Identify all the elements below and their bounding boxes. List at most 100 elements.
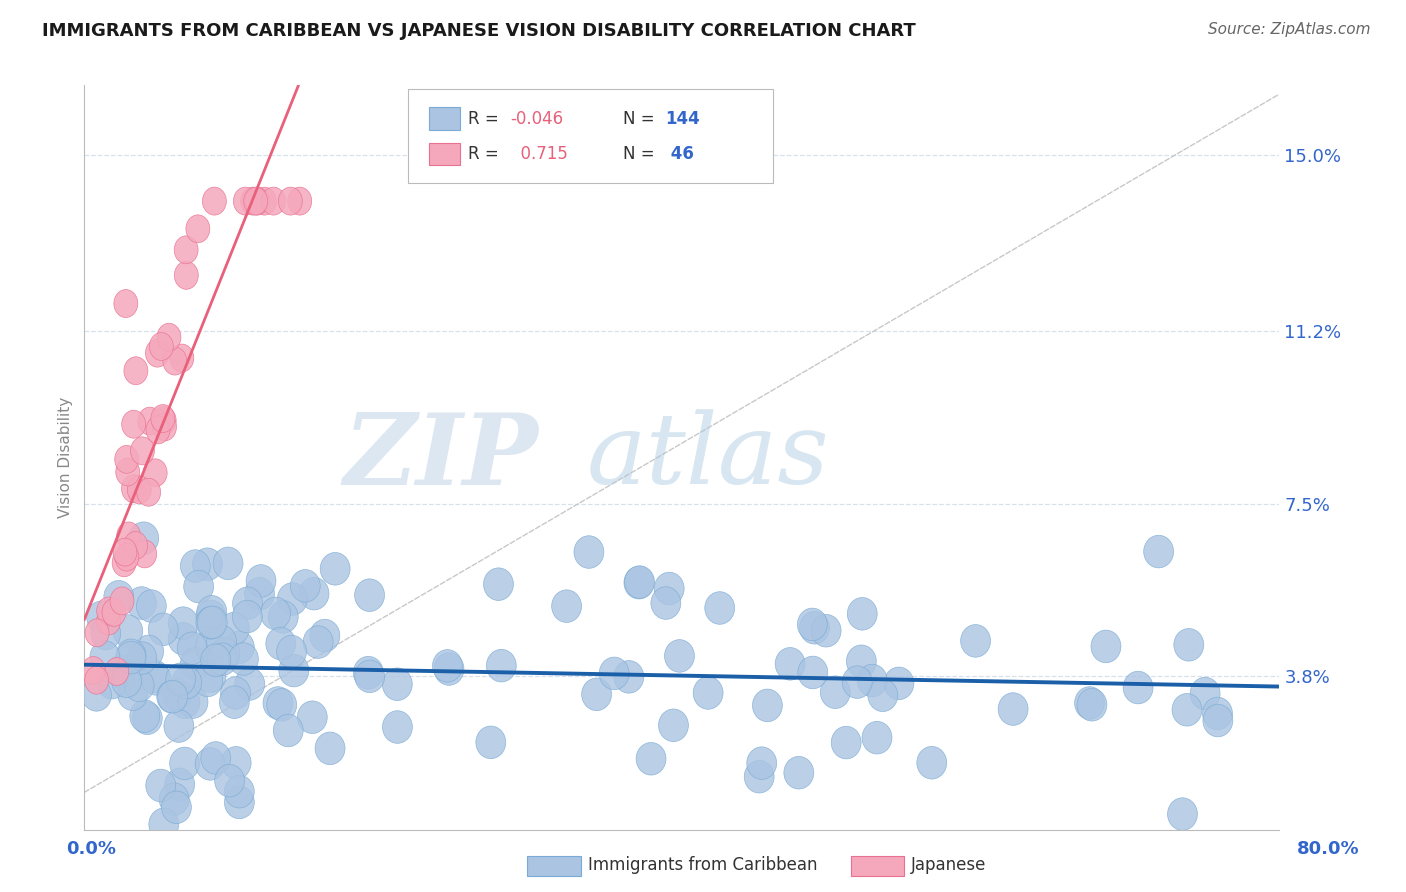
Text: Source: ZipAtlas.com: Source: ZipAtlas.com (1208, 22, 1371, 37)
Ellipse shape (232, 600, 263, 632)
Ellipse shape (868, 679, 897, 712)
Ellipse shape (97, 597, 121, 625)
Ellipse shape (221, 747, 252, 779)
Ellipse shape (232, 587, 263, 620)
Text: atlas: atlas (586, 409, 830, 505)
Ellipse shape (775, 648, 806, 680)
Text: N =: N = (623, 145, 659, 163)
Ellipse shape (1167, 797, 1198, 830)
Ellipse shape (117, 641, 146, 674)
Ellipse shape (112, 615, 142, 648)
Ellipse shape (299, 577, 329, 610)
Ellipse shape (162, 791, 191, 823)
Ellipse shape (858, 665, 887, 697)
Ellipse shape (433, 649, 463, 682)
Ellipse shape (112, 538, 136, 566)
Ellipse shape (354, 660, 385, 692)
Ellipse shape (172, 666, 201, 698)
Ellipse shape (184, 570, 214, 603)
Ellipse shape (262, 187, 285, 215)
Ellipse shape (159, 783, 188, 815)
Ellipse shape (884, 667, 914, 699)
Ellipse shape (484, 568, 513, 600)
Ellipse shape (842, 665, 872, 698)
Ellipse shape (170, 747, 200, 780)
Ellipse shape (225, 631, 254, 664)
Ellipse shape (846, 645, 876, 678)
Ellipse shape (486, 649, 516, 682)
Text: R =: R = (468, 145, 505, 163)
Ellipse shape (960, 624, 990, 657)
Ellipse shape (115, 458, 139, 486)
Ellipse shape (636, 742, 666, 775)
Ellipse shape (233, 187, 257, 215)
Ellipse shape (146, 769, 176, 802)
Ellipse shape (354, 579, 384, 612)
Ellipse shape (114, 290, 138, 318)
Ellipse shape (86, 619, 110, 647)
Ellipse shape (121, 475, 145, 502)
Ellipse shape (170, 686, 200, 718)
Ellipse shape (219, 686, 249, 718)
Ellipse shape (266, 627, 295, 660)
Ellipse shape (149, 333, 173, 360)
Ellipse shape (1123, 672, 1153, 704)
Ellipse shape (209, 638, 240, 670)
Ellipse shape (744, 760, 775, 793)
Ellipse shape (214, 547, 243, 580)
Ellipse shape (157, 681, 187, 713)
Ellipse shape (321, 552, 350, 585)
Ellipse shape (1077, 689, 1107, 721)
Text: -0.046: -0.046 (510, 110, 564, 128)
Ellipse shape (150, 405, 174, 433)
Y-axis label: Vision Disability: Vision Disability (58, 397, 73, 517)
Ellipse shape (207, 625, 236, 657)
Ellipse shape (1091, 630, 1121, 663)
Ellipse shape (245, 187, 269, 215)
Ellipse shape (201, 741, 231, 774)
Ellipse shape (97, 607, 121, 635)
Ellipse shape (124, 357, 148, 384)
Text: IMMIGRANTS FROM CARIBBEAN VS JAPANESE VISION DISABILITY CORRELATION CHART: IMMIGRANTS FROM CARIBBEAN VS JAPANESE VI… (42, 22, 915, 40)
Ellipse shape (665, 640, 695, 673)
Ellipse shape (752, 690, 782, 722)
Ellipse shape (157, 323, 181, 351)
Ellipse shape (917, 747, 946, 779)
Ellipse shape (654, 573, 685, 605)
Ellipse shape (1143, 535, 1174, 568)
Ellipse shape (297, 701, 328, 733)
Ellipse shape (246, 565, 276, 598)
Ellipse shape (129, 700, 160, 732)
Ellipse shape (136, 478, 160, 506)
Ellipse shape (599, 657, 628, 690)
Ellipse shape (193, 665, 222, 697)
Text: 144: 144 (665, 110, 700, 128)
Ellipse shape (148, 613, 179, 646)
Text: Japanese: Japanese (911, 856, 987, 874)
Ellipse shape (166, 663, 195, 696)
Ellipse shape (651, 587, 681, 619)
Ellipse shape (811, 615, 841, 647)
Ellipse shape (195, 607, 226, 639)
Ellipse shape (103, 599, 127, 626)
Ellipse shape (138, 407, 162, 435)
Ellipse shape (243, 187, 267, 215)
Ellipse shape (288, 187, 312, 215)
Ellipse shape (273, 714, 304, 747)
Ellipse shape (315, 732, 344, 764)
Ellipse shape (229, 643, 259, 675)
Ellipse shape (169, 623, 198, 655)
Ellipse shape (152, 407, 176, 434)
Ellipse shape (112, 549, 136, 577)
Ellipse shape (110, 587, 134, 615)
Ellipse shape (132, 702, 162, 734)
Text: R =: R = (468, 110, 505, 128)
Ellipse shape (186, 215, 209, 243)
Ellipse shape (165, 710, 194, 742)
Ellipse shape (146, 416, 170, 444)
Ellipse shape (582, 678, 612, 711)
Ellipse shape (105, 657, 129, 686)
Ellipse shape (221, 677, 250, 709)
Ellipse shape (118, 678, 148, 711)
Ellipse shape (136, 590, 166, 623)
